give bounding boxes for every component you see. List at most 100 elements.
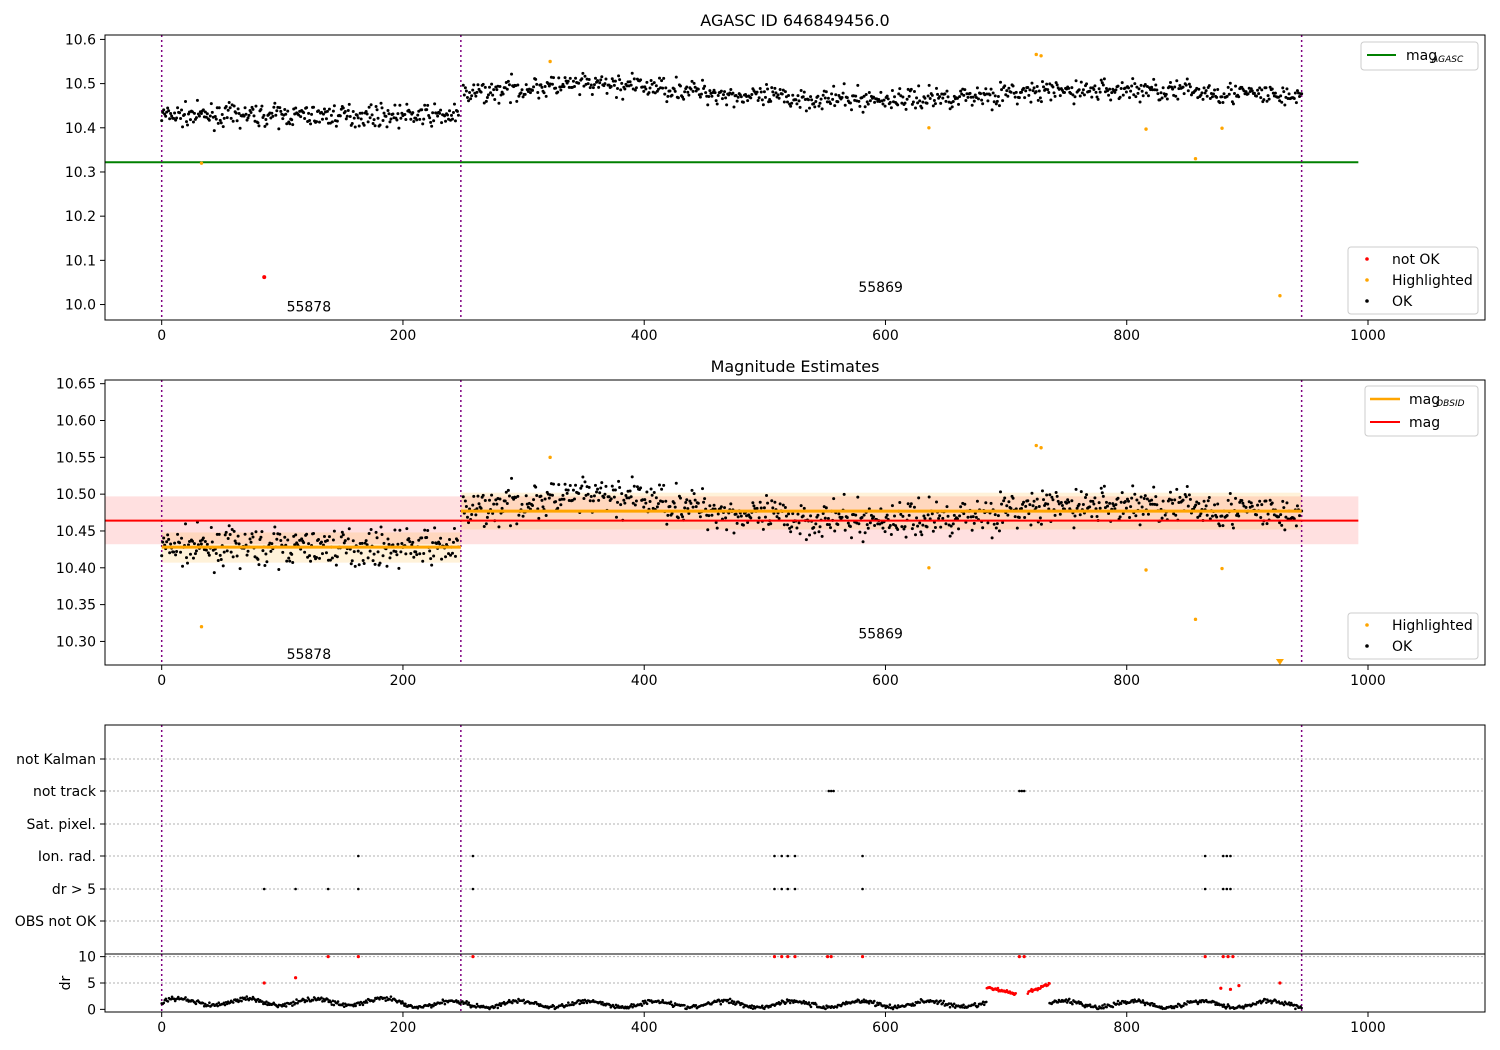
ok-point xyxy=(353,125,357,129)
ok-point xyxy=(1218,101,1222,105)
ok-point xyxy=(272,105,276,109)
ok-point xyxy=(721,93,725,97)
ok-point xyxy=(974,515,978,519)
dr-point xyxy=(329,1000,333,1004)
ok-point xyxy=(948,534,952,538)
dr-point xyxy=(630,1003,633,1006)
dr-point xyxy=(942,999,946,1003)
ok-point xyxy=(884,515,888,519)
dr-point xyxy=(941,1001,945,1005)
ok-point xyxy=(1128,515,1132,519)
chart-title: AGASC ID 646849456.0 xyxy=(700,11,889,30)
ok-point xyxy=(355,113,359,117)
ok-point xyxy=(489,91,493,95)
dr-point xyxy=(641,999,645,1003)
ok-point xyxy=(229,116,233,120)
ok-point xyxy=(796,512,800,516)
ok-point xyxy=(616,500,620,504)
dr-point xyxy=(1102,1006,1105,1010)
ok-point xyxy=(668,89,672,93)
ok-point xyxy=(883,530,887,534)
legend-label: mag xyxy=(1409,415,1440,431)
ok-point xyxy=(657,76,661,80)
ok-point xyxy=(422,551,426,555)
dr-point xyxy=(432,1004,435,1008)
ok-point xyxy=(217,106,221,110)
ok-point xyxy=(749,516,753,520)
ok-point xyxy=(1094,507,1098,511)
ok-point xyxy=(957,102,961,106)
ok-point xyxy=(1271,91,1275,95)
ok-point xyxy=(224,105,228,109)
ok-point xyxy=(1218,524,1222,528)
ok-point xyxy=(208,114,212,118)
ok-point xyxy=(1159,91,1163,95)
y-tick-label: 10.6 xyxy=(65,32,96,48)
ok-point xyxy=(663,92,667,96)
ok-point xyxy=(1090,515,1094,519)
dr-red-point xyxy=(1219,986,1223,990)
ok-point xyxy=(420,536,424,540)
x-tick-label: 1000 xyxy=(1350,673,1386,689)
ok-point xyxy=(450,117,454,121)
ok-point xyxy=(901,95,905,99)
dr-point xyxy=(378,997,381,1001)
ok-point xyxy=(1259,515,1263,519)
dr-point xyxy=(1103,1003,1106,1006)
ok-point xyxy=(850,108,854,112)
ok-point xyxy=(170,114,174,118)
ok-point xyxy=(840,515,844,519)
ok-point xyxy=(521,95,525,99)
y-tick-label: 10.45 xyxy=(56,524,96,540)
ok-point xyxy=(731,91,735,95)
ok-point xyxy=(524,83,528,87)
dr-point xyxy=(459,1002,462,1006)
ok-point xyxy=(1171,87,1175,91)
ok-point xyxy=(1127,86,1131,90)
ok-point xyxy=(1081,88,1085,92)
dr-point xyxy=(1105,1005,1108,1009)
ok-point xyxy=(1116,496,1120,500)
legend-box xyxy=(1347,612,1479,660)
ok-point xyxy=(1295,89,1299,93)
ok-point xyxy=(1026,86,1030,90)
ok-point xyxy=(739,514,743,518)
ok-point xyxy=(209,525,213,529)
ok-point xyxy=(826,96,830,100)
ok-point xyxy=(907,513,911,517)
ok-point xyxy=(210,110,214,114)
dr-point xyxy=(579,999,583,1003)
ok-point xyxy=(778,87,782,91)
ok-point xyxy=(552,482,556,486)
ok-point xyxy=(910,527,914,531)
y-tick-label: 10.60 xyxy=(56,414,96,430)
ok-point xyxy=(475,90,479,94)
ok-point xyxy=(968,91,972,95)
ok-point xyxy=(491,93,495,97)
ok-point xyxy=(1220,95,1224,99)
ok-point xyxy=(749,96,753,100)
dr-point xyxy=(1119,1002,1123,1005)
ok-point xyxy=(476,494,480,498)
dr-point xyxy=(918,1001,922,1004)
ok-point xyxy=(707,514,711,518)
ok-point xyxy=(1005,89,1009,93)
ok-point xyxy=(250,532,254,536)
dr-red-point xyxy=(860,955,865,959)
dr-point xyxy=(454,999,458,1002)
ok-point xyxy=(347,102,351,106)
ok-point xyxy=(218,118,222,122)
ok-point xyxy=(832,84,836,88)
ok-point xyxy=(1256,503,1260,507)
ok-point xyxy=(482,524,486,528)
ok-point xyxy=(1056,499,1060,503)
ok-point xyxy=(508,524,512,528)
ok-point xyxy=(246,549,250,553)
ok-point xyxy=(259,535,263,539)
ok-point xyxy=(432,554,436,558)
dr-point xyxy=(876,1001,879,1005)
ok-point xyxy=(617,479,621,483)
ok-point xyxy=(543,497,547,501)
ok-point xyxy=(453,119,457,123)
